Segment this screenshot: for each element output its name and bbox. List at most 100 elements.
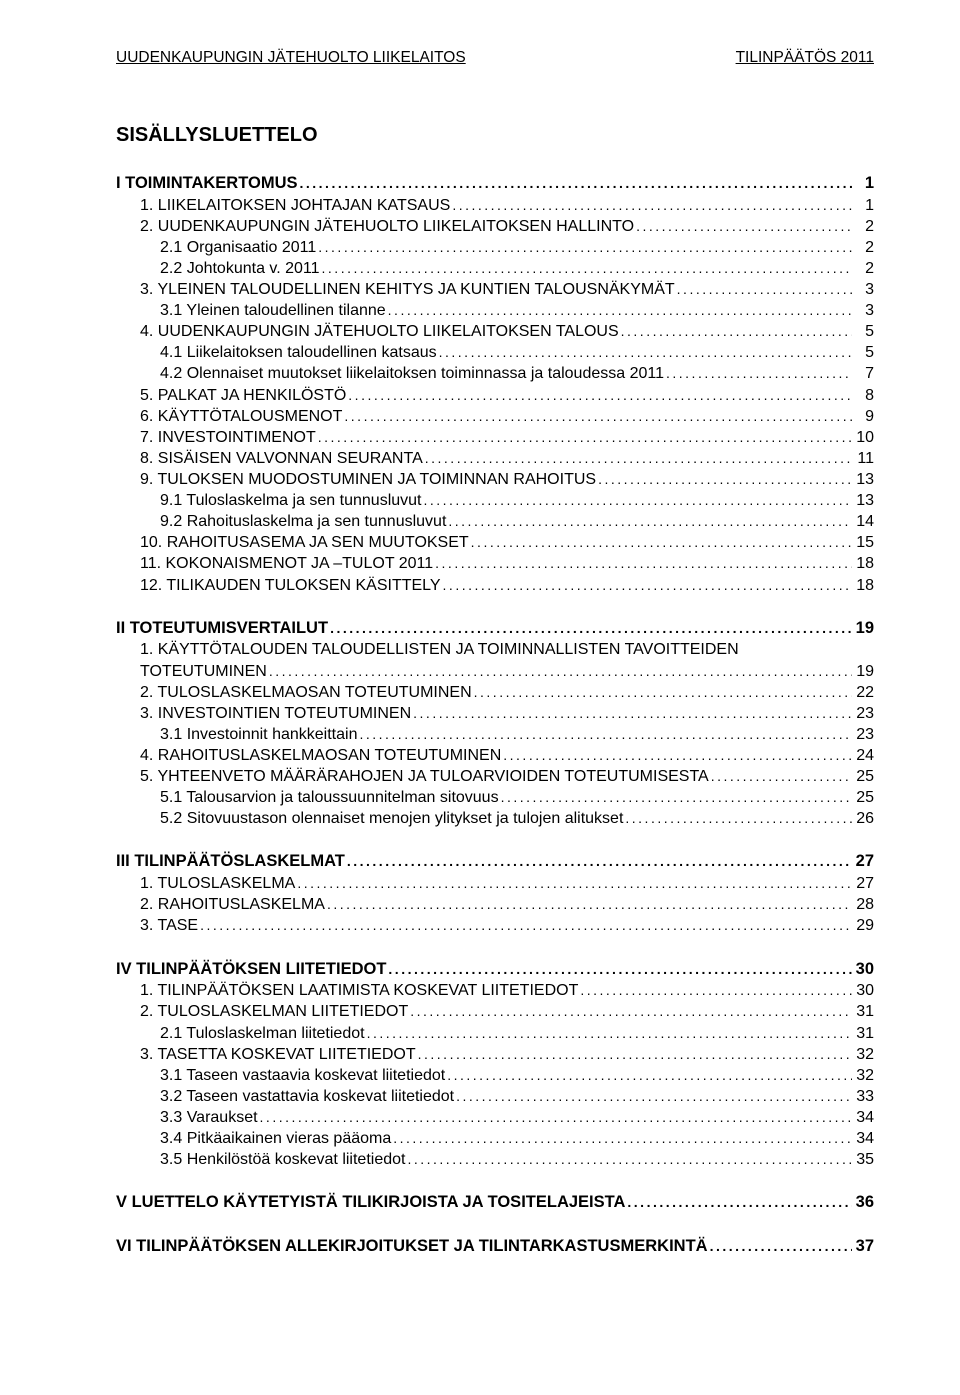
toc-item: 3. TASETTA KOSKEVAT LIITETIEDOT32 bbox=[116, 1044, 874, 1065]
toc-item-label: 4.1 Liikelaitoksen taloudellinen katsaus bbox=[160, 342, 437, 363]
toc-item: 2. UUDENKAUPUNGIN JÄTEHUOLTO LIIKELAITOK… bbox=[116, 216, 874, 237]
toc-item-page: 27 bbox=[852, 873, 874, 894]
toc-item: 3.3 Varaukset34 bbox=[116, 1107, 874, 1128]
toc-leader bbox=[619, 322, 852, 340]
toc-item-label: 3.3 Varaukset bbox=[160, 1107, 258, 1128]
toc-leader bbox=[316, 428, 852, 446]
toc-item-page: 8 bbox=[852, 385, 874, 406]
toc-item-page: 34 bbox=[852, 1128, 874, 1149]
toc-leader bbox=[386, 301, 852, 319]
toc-item: 8. SISÄISEN VALVONNAN SEURANTA11 bbox=[116, 448, 874, 469]
toc-leader bbox=[416, 1045, 852, 1063]
toc-item: 7. INVESTOINTIMENOT 10 bbox=[116, 427, 874, 448]
toc-item-page: 9 bbox=[852, 406, 874, 427]
toc-item: 3.5 Henkilöstöä koskevat liitetiedot35 bbox=[116, 1149, 874, 1170]
toc-item-page: 23 bbox=[852, 724, 874, 745]
toc-item: 3. INVESTOINTIEN TOTEUTUMINEN23 bbox=[116, 703, 874, 724]
toc-item-label: 9. TULOKSEN MUODOSTUMINEN JA TOIMINNAN R… bbox=[140, 469, 596, 490]
toc-item: 10. RAHOITUSASEMA JA SEN MUUTOKSET15 bbox=[116, 532, 874, 553]
toc-item-label: 4.2 Olennaiset muutokset liikelaitoksen … bbox=[160, 363, 664, 384]
toc-section: V LUETTELO KÄYTETYISTÄ TILIKIRJOISTA JA … bbox=[116, 1192, 874, 1214]
toc-item-label: 2. TULOSLASKELMAOSAN TOTEUTUMINEN bbox=[140, 682, 472, 703]
toc-item-label: 3.1 Yleinen taloudellinen tilanne bbox=[160, 300, 386, 321]
toc-item-page: 5 bbox=[852, 321, 874, 342]
toc-item-label: 5.1 Talousarvion ja taloussuunnitelman s… bbox=[160, 787, 499, 808]
toc-section-heading: III TILINPÄÄTÖSLASKELMAT27 bbox=[116, 851, 874, 873]
toc-item-label: 6. KÄYTTÖTALOUSMENOT bbox=[140, 406, 342, 427]
toc-item-page: 11 bbox=[852, 448, 874, 469]
toc-item-page: 35 bbox=[852, 1149, 874, 1170]
toc-item-page: 26 bbox=[852, 808, 874, 829]
toc-heading-label: II TOTEUTUMISVERTAILUT bbox=[116, 618, 328, 640]
toc-item-label: 1. TILINPÄÄTÖKSEN LAATIMISTA KOSKEVAT LI… bbox=[140, 980, 578, 1001]
toc-item-page: 30 bbox=[852, 980, 874, 1001]
toc-heading-page: 27 bbox=[852, 851, 874, 873]
toc-item-page: 18 bbox=[852, 575, 874, 596]
toc-leader bbox=[708, 1237, 852, 1255]
toc-item: 1. KÄYTTÖTALOUDEN TALOUDELLISTEN JA TOIM… bbox=[116, 639, 874, 660]
toc-item-page: 2 bbox=[852, 258, 874, 279]
toc-item-page: 10 bbox=[852, 427, 874, 448]
toc-item-page: 14 bbox=[852, 511, 874, 532]
toc-leader bbox=[342, 407, 852, 425]
toc-leader bbox=[634, 217, 852, 235]
toc-leader bbox=[501, 746, 852, 764]
toc-item-page: 32 bbox=[852, 1065, 874, 1086]
toc-item: 3.2 Taseen vastattavia koskevat liitetie… bbox=[116, 1086, 874, 1107]
toc-heading-page: 37 bbox=[852, 1236, 874, 1258]
toc-section-heading: I TOIMINTAKERTOMUS1 bbox=[116, 173, 874, 195]
toc-leader bbox=[357, 725, 852, 743]
toc-leader bbox=[441, 576, 852, 594]
toc-leader bbox=[386, 960, 852, 978]
toc-item-label: 10. RAHOITUSASEMA JA SEN MUUTOKSET bbox=[140, 532, 469, 553]
toc-item-page: 19 bbox=[852, 661, 874, 682]
toc-item: 1. TILINPÄÄTÖKSEN LAATIMISTA KOSKEVAT LI… bbox=[116, 980, 874, 1001]
toc-item-label: 1. LIIKELAITOKSEN JOHTAJAN KATSAUS bbox=[140, 195, 450, 216]
toc-leader bbox=[469, 533, 852, 551]
toc-leader bbox=[346, 386, 852, 404]
toc-item-label: 3. TASETTA KOSKEVAT LIITETIEDOT bbox=[140, 1044, 416, 1065]
toc-leader bbox=[437, 343, 852, 361]
toc-leader bbox=[664, 364, 852, 382]
toc-item: 3.4 Pitkäaikainen vieras pääoma34 bbox=[116, 1128, 874, 1149]
toc-item: 4.2 Olennaiset muutokset liikelaitoksen … bbox=[116, 363, 874, 384]
toc-item: 9.2 Rahoituslaskelma ja sen tunnusluvut1… bbox=[116, 511, 874, 532]
toc-item: 5. YHTEENVETO MÄÄRÄRAHOJEN JA TULOARVIOI… bbox=[116, 766, 874, 787]
toc-section: I TOIMINTAKERTOMUS11. LIIKELAITOKSEN JOH… bbox=[116, 173, 874, 596]
toc-item-page: 25 bbox=[852, 766, 874, 787]
toc-item-label: 7. INVESTOINTIMENOT bbox=[140, 427, 316, 448]
toc-item-label: 1. TULOSLASKELMA bbox=[140, 873, 295, 894]
toc-leader bbox=[198, 916, 852, 934]
toc-section: II TOTEUTUMISVERTAILUT 19 1. KÄYTTÖTALOUDE… bbox=[116, 618, 874, 830]
toc-item: 2.1 Tuloslaskelman liitetiedot31 bbox=[116, 1023, 874, 1044]
toc-heading-page: 36 bbox=[852, 1192, 874, 1214]
toc-item-page: 31 bbox=[852, 1023, 874, 1044]
toc-leader bbox=[421, 491, 852, 509]
toc-item: 1. LIIKELAITOKSEN JOHTAJAN KATSAUS1 bbox=[116, 195, 874, 216]
toc-section: IV TILINPÄÄTÖKSEN LIITETIEDOT301. TILINP… bbox=[116, 959, 874, 1171]
toc-leader bbox=[405, 1150, 852, 1168]
toc-item-label: 2. TULOSLASKELMAN LIITETIEDOT bbox=[140, 1001, 408, 1022]
toc-leader bbox=[267, 662, 852, 680]
toc-leader bbox=[472, 683, 852, 701]
toc-item-page: 3 bbox=[852, 300, 874, 321]
toc-item-label: 1. KÄYTTÖTALOUDEN TALOUDELLISTEN JA TOIM… bbox=[140, 639, 739, 660]
toc-item-page: 24 bbox=[852, 745, 874, 766]
toc-leader bbox=[450, 196, 852, 214]
toc-item-page: 18 bbox=[852, 553, 874, 574]
toc-item-page: 2 bbox=[852, 216, 874, 237]
toc-leader bbox=[709, 767, 852, 785]
toc-leader bbox=[596, 470, 852, 488]
toc-item-label: 2.2 Johtokunta v. 2011 bbox=[160, 258, 320, 279]
toc-item-label: 3. TASE bbox=[140, 915, 198, 936]
toc-item: 9. TULOKSEN MUODOSTUMINEN JA TOIMINNAN R… bbox=[116, 469, 874, 490]
toc-leader bbox=[675, 280, 852, 298]
toc-item-label: 4. RAHOITUSLASKELMAOSAN TOTEUTUMINEN bbox=[140, 745, 501, 766]
toc-item: 6. KÄYTTÖTALOUSMENOT 9 bbox=[116, 406, 874, 427]
toc-item-page: 25 bbox=[852, 787, 874, 808]
toc-leader bbox=[345, 852, 852, 870]
toc-item: 2. TULOSLASKELMAN LIITETIEDOT31 bbox=[116, 1001, 874, 1022]
toc-leader bbox=[295, 874, 852, 892]
toc-item-label: 3. YLEINEN TALOUDELLINEN KEHITYS JA KUNT… bbox=[140, 279, 675, 300]
toc-item: 2.2 Johtokunta v. 2011 2 bbox=[116, 258, 874, 279]
